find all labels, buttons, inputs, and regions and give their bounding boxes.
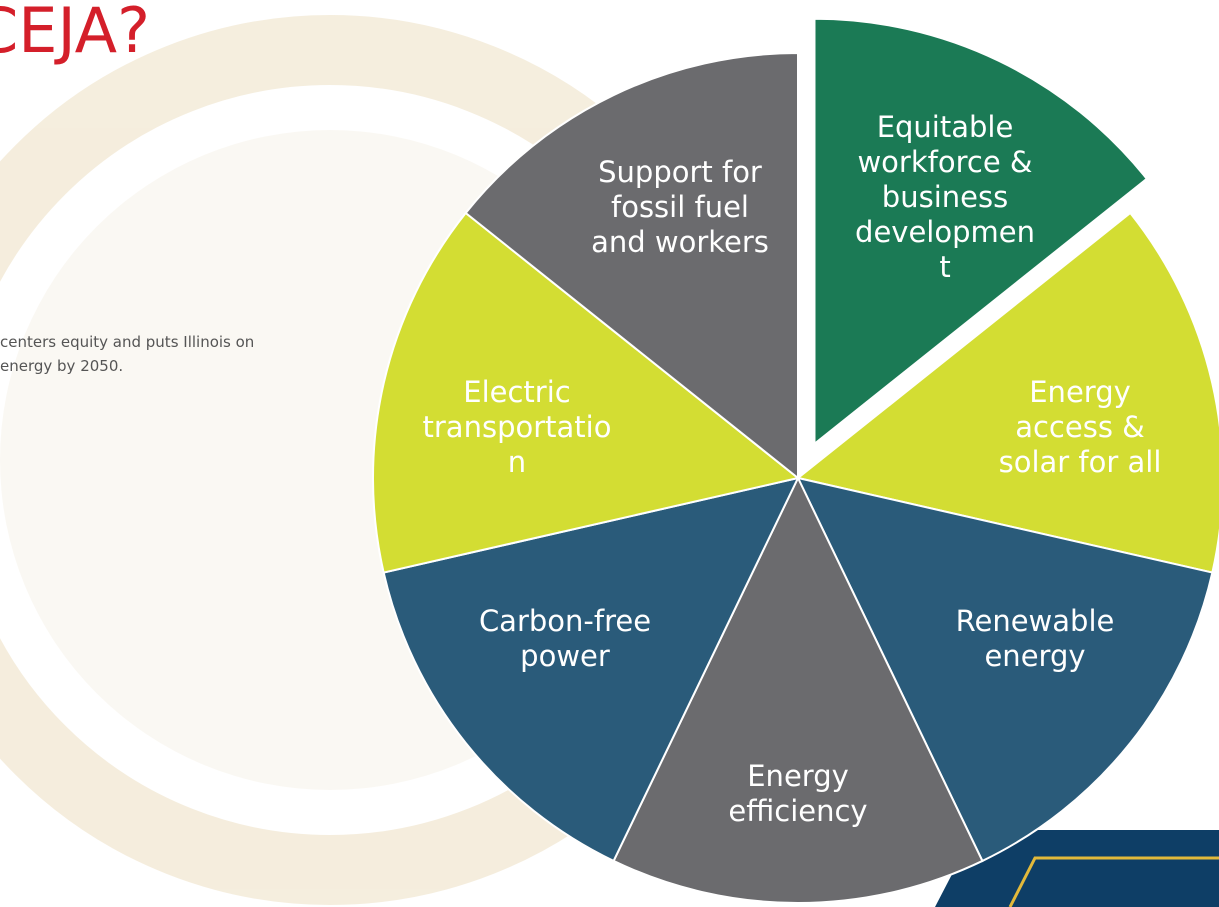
label-line: Energy: [747, 759, 849, 793]
label-line: Equitable: [877, 110, 1014, 144]
label-line: Carbon-free: [479, 604, 651, 638]
label-line: Support for: [598, 155, 762, 189]
label-line: power: [520, 639, 610, 673]
body-text: centers equity and puts Illinois on: [0, 333, 254, 351]
label-line: efficiency: [728, 794, 867, 828]
slide: CEJA? centers equity and puts Illinois o…: [0, 0, 1219, 907]
label-line: t: [939, 250, 950, 284]
label-line: energy: [984, 639, 1085, 673]
slide-title: CEJA?: [0, 0, 150, 67]
label-line: Electric: [463, 375, 570, 409]
label-line: workforce &: [857, 145, 1032, 179]
body-text: energy by 2050.: [0, 357, 123, 375]
label-line: access &: [1015, 410, 1145, 444]
label-line: Renewable: [956, 604, 1115, 638]
label-line: n: [508, 445, 526, 479]
label-line: business: [882, 180, 1008, 214]
label-line: Energy: [1029, 375, 1131, 409]
label-line: solar for all: [999, 445, 1162, 479]
label-line: transportatio: [423, 410, 612, 444]
label-line: fossil fuel: [611, 190, 749, 224]
page: CEJA? centers equity and puts Illinois o…: [0, 0, 1219, 907]
label-line: and workers: [591, 225, 769, 259]
label-line: developmen: [855, 215, 1035, 249]
